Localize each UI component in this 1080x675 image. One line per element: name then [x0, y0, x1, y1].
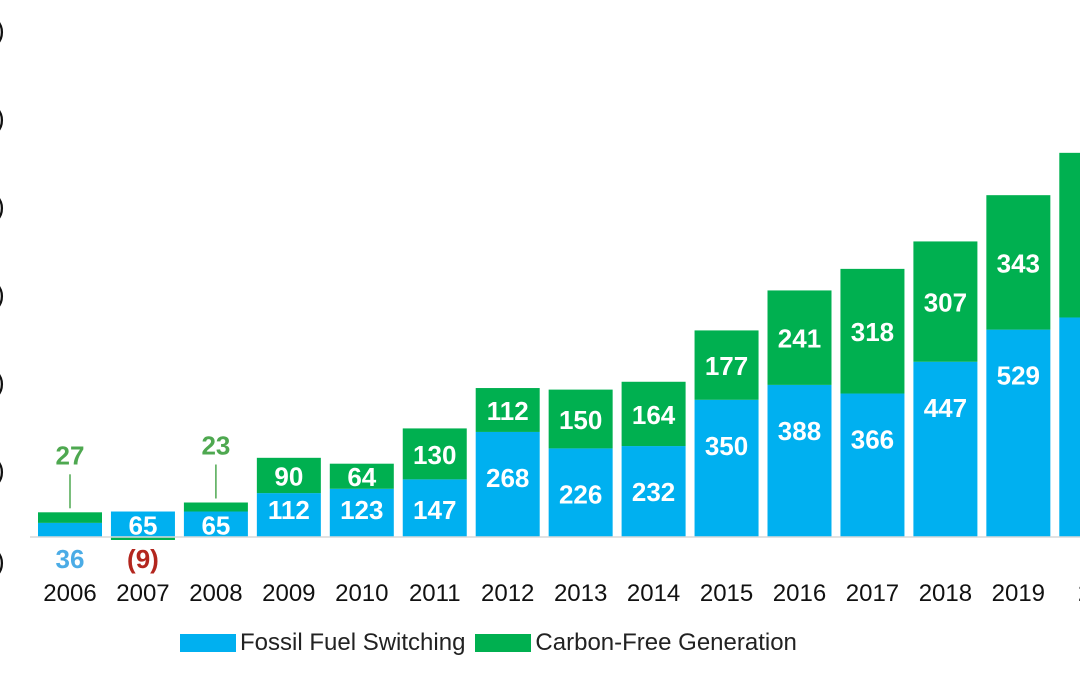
bar-fossil-2017 [840, 393, 905, 537]
data-label-fossil-2009: 112 [268, 495, 310, 525]
data-label-fossil-2018: 447 [924, 393, 967, 423]
data-label-fossil-2007: 65 [128, 510, 157, 540]
bar-carbon-free-2010 [329, 463, 394, 489]
bar-carbon-free-2015 [694, 330, 759, 400]
data-label-carbon-free-2011: 130 [413, 440, 456, 470]
data-label-fossil-2014: 232 [632, 477, 675, 507]
bar-carbon-free-2016 [767, 290, 832, 385]
y-tick-label-negative: ) [0, 546, 5, 576]
bar-fossil-2019 [986, 329, 1051, 537]
data-label-carbon-free-2016: 241 [778, 324, 821, 354]
x-tick-label-2006: 2006 [43, 580, 96, 607]
bar-fossil-2013 [548, 448, 613, 537]
data-label-carbon-free-2008: 23 [201, 431, 230, 461]
data-label-carbon-free-2017: 318 [851, 317, 894, 347]
legend-swatch-fossil [180, 634, 236, 652]
data-label-carbon-free-2013: 150 [559, 405, 602, 435]
data-label-carbon-free-2014: 164 [632, 400, 676, 430]
y-tick-label-5: ) [0, 455, 5, 485]
legend-label-fossil: Fossil Fuel Switching [240, 629, 466, 656]
data-label-fossil-2008: 65 [201, 510, 230, 540]
bar-carbon-free-2014 [621, 381, 686, 447]
legend: Fossil Fuel Switching Carbon-Free Genera… [180, 629, 807, 657]
data-label-fossil-2006: 36 [56, 544, 85, 574]
data-label-carbon-free-2019: 343 [997, 248, 1040, 278]
bar-carbon-free-2006 [38, 512, 102, 523]
y-tick-label-0: ) [0, 15, 5, 45]
legend-label-carbon-free: Carbon-Free Generation [535, 629, 797, 656]
bar-carbon-free-2009 [256, 457, 321, 494]
x-tick-label-2008: 2008 [189, 580, 242, 607]
bar-carbon-free-2018 [913, 241, 978, 362]
bar-fossil-2006 [38, 522, 102, 537]
data-label-fossil-2019: 529 [997, 361, 1040, 391]
data-label-fossil-2017: 366 [851, 425, 894, 455]
legend-item-fossil: Fossil Fuel Switching [180, 629, 465, 657]
data-label-carbon-free-2018: 307 [924, 288, 967, 318]
y-tick-label-3: ) [0, 279, 5, 309]
data-label-fossil-2010: 123 [340, 495, 383, 525]
x-tick-label-2011: 2011 [409, 580, 461, 607]
bar-fossil-2010 [329, 488, 394, 537]
bar-fossil-2018 [913, 361, 978, 537]
data-label-carbon-free-2010: 64 [347, 462, 376, 492]
bar-fossil-2014 [621, 446, 686, 537]
x-tick-label-2016: 2016 [773, 580, 826, 607]
bar-carbon-free-2020 [1059, 152, 1080, 318]
bar-fossil-2011 [402, 479, 467, 537]
x-tick-label-2009: 2009 [262, 580, 315, 607]
bar-fossil-2016 [767, 384, 832, 537]
bar-carbon-free-2019 [986, 195, 1051, 330]
x-tick-label-2014: 2014 [627, 580, 680, 607]
bar-carbon-free-2013 [548, 389, 613, 449]
legend-item-carbon-free: Carbon-Free Generation [475, 629, 797, 657]
x-tick-label-2007: 2007 [116, 580, 169, 607]
bar-carbon-free-2007 [110, 537, 175, 540]
data-label-carbon-free-2012: 112 [487, 396, 529, 426]
data-label-carbon-free-2015: 177 [705, 351, 748, 381]
bar-fossil-2008 [183, 511, 248, 537]
x-tick-label-2020: 20 [1078, 580, 1080, 607]
data-label-carbon-free-2009: 90 [274, 461, 303, 491]
bar-carbon-free-2008 [183, 502, 248, 512]
x-tick-label-2019: 2019 [992, 580, 1045, 607]
bar-fossil-2012 [475, 431, 540, 537]
bar-fossil-2009 [256, 493, 321, 537]
data-label-fossil-2016: 388 [778, 416, 821, 446]
data-label-fossil-2011: 147 [413, 495, 456, 525]
bar-fossil-2007 [110, 511, 175, 537]
data-label-fossil-2012: 268 [486, 463, 529, 493]
bar-fossil-2020 [1059, 317, 1080, 537]
x-tick-label-2015: 2015 [700, 580, 753, 607]
x-tick-label-2017: 2017 [846, 580, 899, 607]
bar-fossil-2015 [694, 399, 759, 537]
legend-swatch-carbon-free [475, 634, 532, 652]
data-label-fossil-2013: 226 [559, 479, 602, 509]
y-tick-label-2: ) [0, 191, 5, 221]
x-tick-label-2013: 2013 [554, 580, 607, 607]
y-tick-label-1: ) [0, 103, 5, 133]
bar-carbon-free-2017 [840, 268, 905, 394]
data-label-carbon-free-2006: 27 [56, 440, 85, 470]
x-tick-label-2018: 2018 [919, 580, 972, 607]
data-label-carbon-free-2007: (9) [127, 544, 159, 574]
y-tick-label-4: ) [0, 367, 5, 397]
bar-carbon-free-2011 [402, 428, 467, 480]
data-label-fossil-2015: 350 [705, 431, 748, 461]
x-tick-label-2012: 2012 [481, 580, 534, 607]
bar-carbon-free-2012 [475, 388, 540, 432]
x-tick-label-2010: 2010 [335, 580, 388, 607]
